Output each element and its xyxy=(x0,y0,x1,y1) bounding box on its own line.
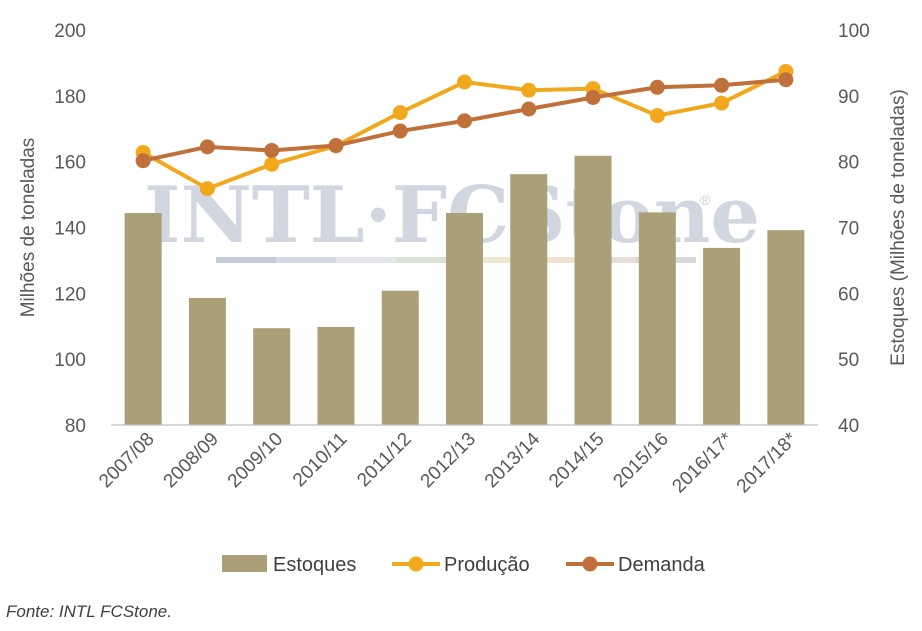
point-demanda xyxy=(328,138,344,154)
bar-estoques xyxy=(638,212,676,425)
bar-estoques xyxy=(703,247,741,425)
x-tick-label: 2015/16 xyxy=(609,429,672,492)
y2-tick-label: 90 xyxy=(838,87,859,108)
y2-tick-label: 50 xyxy=(838,350,859,371)
bar-estoques xyxy=(510,174,548,425)
y-tick-label: 100 xyxy=(54,350,86,371)
y-tick-label: 80 xyxy=(65,416,86,437)
bar-estoques xyxy=(381,290,419,425)
point-demanda xyxy=(264,142,280,158)
point-demanda xyxy=(392,123,408,139)
point-producao xyxy=(649,108,665,124)
x-tick-label: 2011/12 xyxy=(353,429,415,491)
point-demanda xyxy=(778,72,794,88)
bar-estoques xyxy=(446,213,483,425)
y-tick-label: 160 xyxy=(54,153,86,174)
point-producao xyxy=(714,95,730,111)
y-axis-title: Milhões de toneladas xyxy=(18,138,39,318)
watermark-registered-mark: ® xyxy=(700,192,711,208)
y-tick-label: 200 xyxy=(54,21,86,42)
point-demanda xyxy=(649,79,665,95)
x-tick-label: 2009/10 xyxy=(224,429,287,492)
source-note: Fonte: INTL FCStone. xyxy=(6,602,172,621)
legend-label-estoques: Estoques xyxy=(273,554,356,576)
point-demanda xyxy=(135,153,151,169)
y2-tick-label: 80 xyxy=(838,153,859,174)
x-tick-label: 2008/09 xyxy=(160,429,223,492)
x-tick-label: 2010/11 xyxy=(289,429,351,491)
point-demanda xyxy=(457,113,472,129)
point-producao xyxy=(392,105,408,121)
x-tick-label: 2017/18* xyxy=(733,428,802,497)
legend-label-demanda: Demanda xyxy=(618,554,706,576)
point-producao xyxy=(264,156,280,172)
bar-estoques xyxy=(574,155,612,425)
bar-estoques xyxy=(124,213,162,425)
bar-estoques xyxy=(767,230,805,425)
y2-tick-label: 60 xyxy=(838,284,859,305)
bar-estoques xyxy=(317,326,355,425)
y2-tick-label: 70 xyxy=(838,219,859,240)
y-tick-label: 120 xyxy=(54,284,86,305)
watermark-stripe xyxy=(456,257,516,263)
watermark-stripe xyxy=(276,257,336,263)
y2-axis-title: Estoques (Milhões de toneladas) xyxy=(888,89,909,366)
watermark-stripe xyxy=(216,257,276,263)
point-producao xyxy=(199,181,215,197)
legend-marker-demanda xyxy=(582,556,598,572)
x-tick-label: 2013/14 xyxy=(481,428,545,492)
legend-marker-producao xyxy=(408,556,424,572)
legend: Estoques Produção Demanda xyxy=(222,554,706,576)
y2-tick-label: 100 xyxy=(838,21,870,42)
point-demanda xyxy=(585,89,601,105)
x-tick-label: 2012/13 xyxy=(417,429,480,492)
bar-estoques xyxy=(188,297,226,425)
bar-estoques xyxy=(253,328,291,425)
watermark-stripe xyxy=(336,257,396,263)
legend-swatch-estoques xyxy=(222,555,267,572)
lines-group xyxy=(135,63,794,197)
y-tick-label: 140 xyxy=(54,219,86,240)
watermark-stripe xyxy=(396,257,456,263)
point-producao xyxy=(457,74,472,90)
x-tick-label: 2016/17* xyxy=(668,428,737,497)
y2-tick-label: 40 xyxy=(838,416,859,437)
point-demanda xyxy=(199,139,215,155)
y-tick-label: 180 xyxy=(54,87,86,108)
point-demanda xyxy=(714,77,730,93)
x-tick-label: 2007/08 xyxy=(95,429,158,492)
legend-label-producao: Produção xyxy=(444,554,530,576)
x-tick-label: 2014/15 xyxy=(545,429,608,492)
point-producao xyxy=(521,82,537,98)
point-demanda xyxy=(521,101,537,117)
bars-group xyxy=(124,155,805,425)
